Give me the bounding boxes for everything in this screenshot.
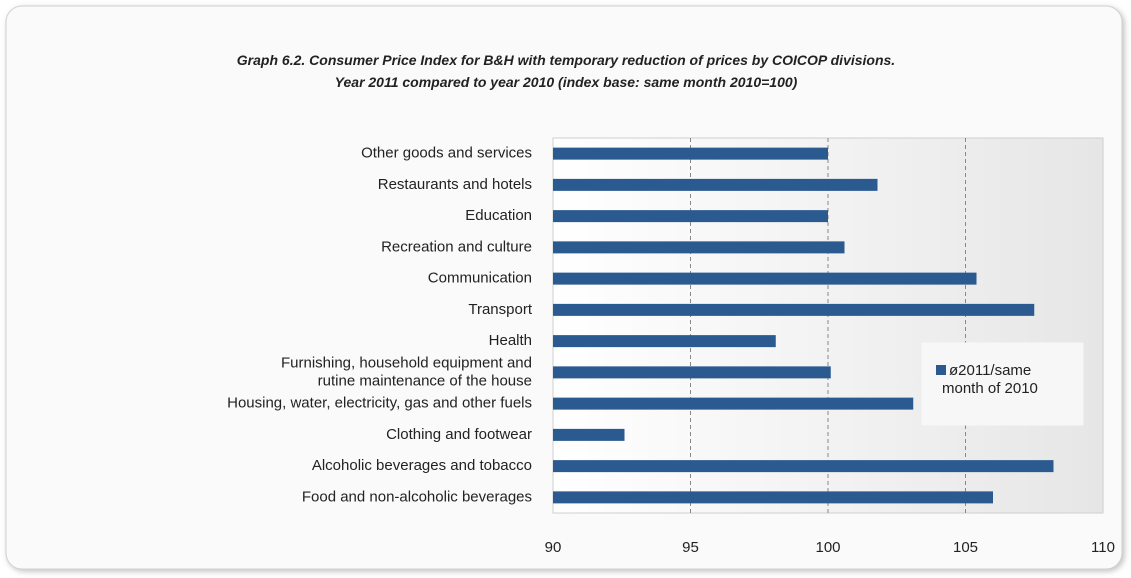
bar <box>553 147 828 160</box>
bar <box>553 491 993 504</box>
bar <box>553 428 625 441</box>
y-tick-label: Clothing and footwear <box>386 426 532 443</box>
bar <box>553 210 828 223</box>
bar <box>553 178 878 191</box>
bar <box>553 366 831 379</box>
x-tick-label: 110 <box>1091 539 1115 556</box>
legend-box <box>921 342 1084 426</box>
plot-area <box>552 137 1104 514</box>
y-tick-label: Transport <box>468 301 532 318</box>
y-tick-label: Restaurants and hotels <box>378 176 532 193</box>
y-tick-label: Education <box>465 207 532 224</box>
chart-title: Graph 6.2. Consumer Price Index for B&H … <box>237 52 895 90</box>
y-tick-label: Communication <box>428 270 532 287</box>
bar <box>553 397 914 410</box>
y-tick-label: Health <box>489 332 532 349</box>
y-tick-label: Recreation and culture <box>381 238 532 255</box>
y-tick-label: Alcoholic beverages and tobacco <box>312 457 532 474</box>
y-tick-label: Food and non-alcoholic beverages <box>302 488 532 505</box>
x-tick-label: 100 <box>815 539 840 556</box>
x-tick-label: 105 <box>953 539 978 556</box>
bar <box>553 335 776 348</box>
x-tick-label: 95 <box>682 539 699 556</box>
bar <box>553 272 977 285</box>
y-tick-label: Other goods and services <box>361 145 532 162</box>
legend-label: ø2011/same month of 2010 <box>942 362 1038 397</box>
x-tick-label: 90 <box>545 539 562 556</box>
bar <box>553 460 1054 473</box>
bar <box>553 241 845 254</box>
bar <box>553 303 1035 316</box>
legend-swatch <box>936 365 946 375</box>
y-tick-label: Housing, water, electricity, gas and oth… <box>227 395 532 412</box>
y-tick-label: Furnishing, household equipment and rutin… <box>281 354 532 389</box>
